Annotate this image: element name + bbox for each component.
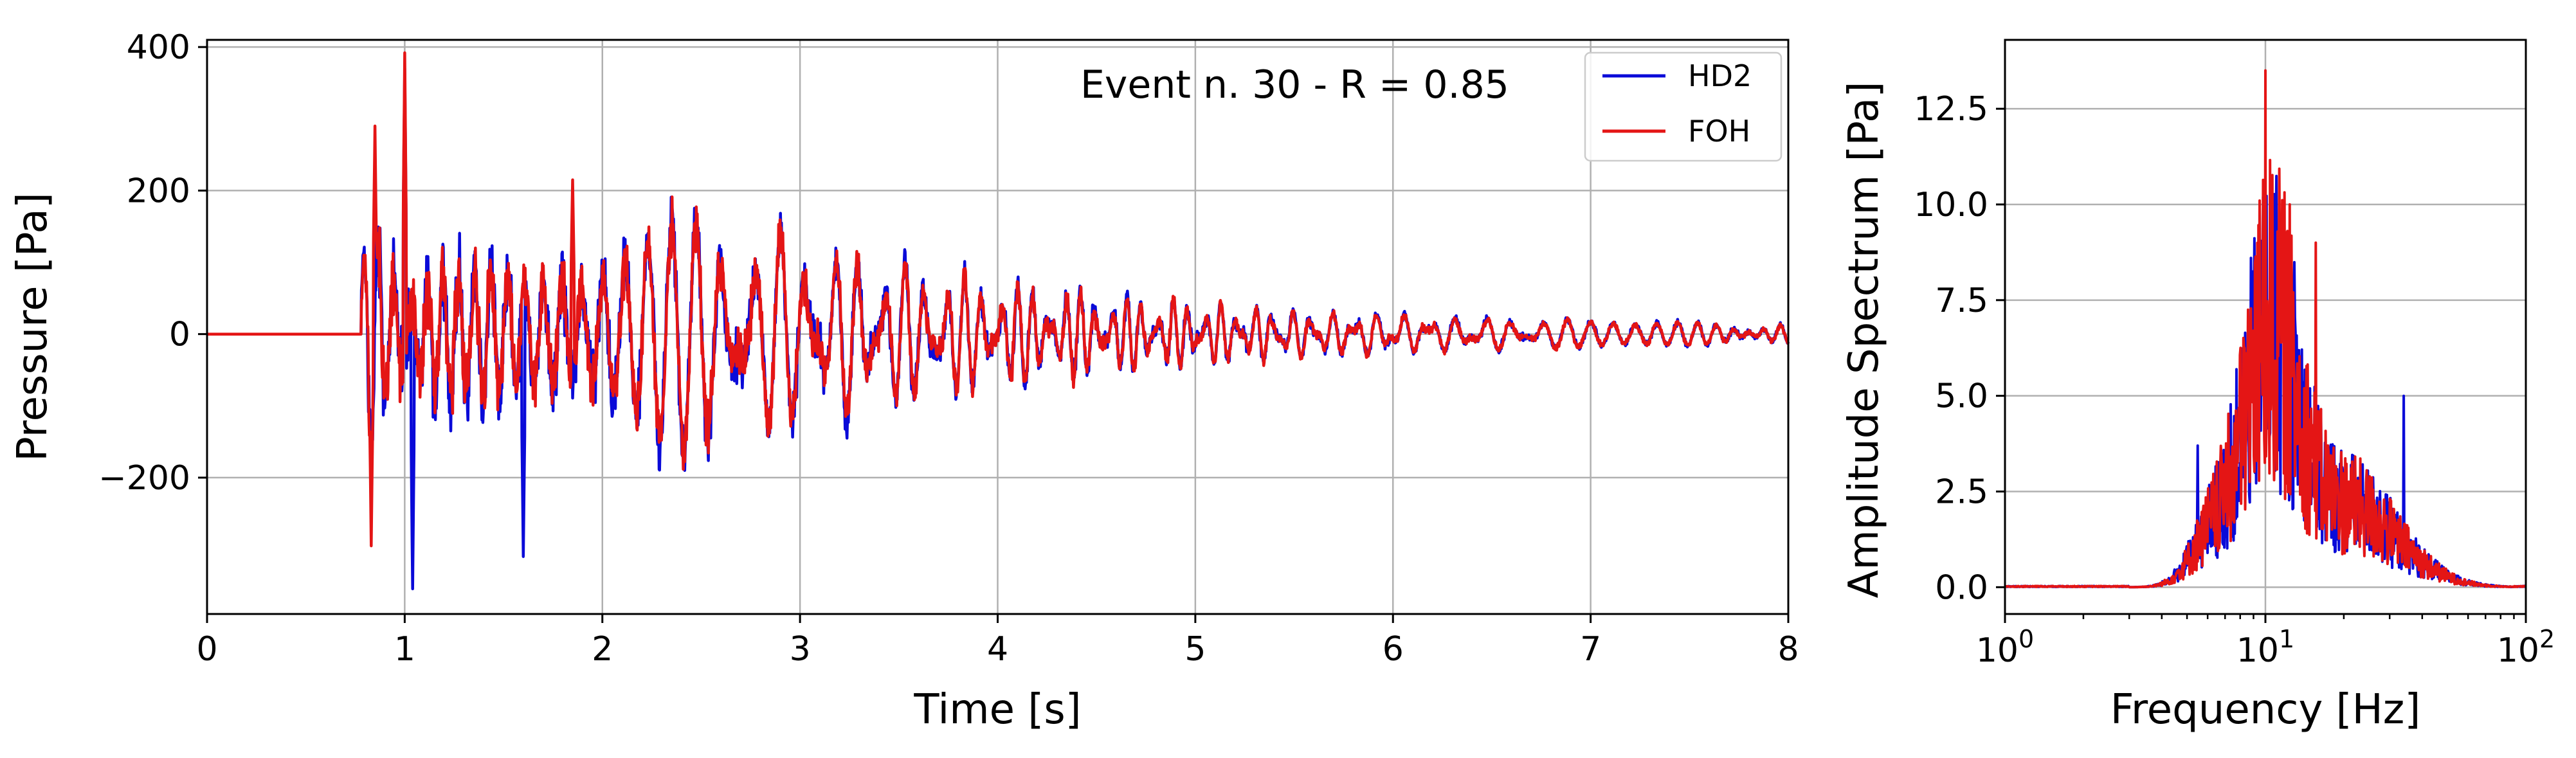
y-axis-label-amplitude-spectrum: Amplitude Spectrum [Pa] <box>1840 82 1888 599</box>
legend-label-hd2: HD2 <box>1688 59 1752 93</box>
x-tick-label: 4 <box>987 630 1008 669</box>
y-tick-label: 200 <box>127 172 190 210</box>
x-tick-label: 7 <box>1580 630 1601 669</box>
legend-label-foh: FOH <box>1688 114 1750 149</box>
y-tick-label: 5.0 <box>1935 377 1988 416</box>
x-tick-label: 101 <box>2236 625 2294 670</box>
y-axis-label-pressure: Pressure [Pa] <box>9 192 57 462</box>
time-series-y-ticks: −200 0 200 400 <box>98 28 207 498</box>
x-tick-label: 0 <box>196 630 217 669</box>
x-tick-label: 3 <box>790 630 811 669</box>
legend-box <box>1584 51 1782 162</box>
x-tick-label: 6 <box>1383 630 1404 669</box>
y-tick-label: 12.5 <box>1914 90 1988 129</box>
y-tick-label: 0 <box>169 316 190 354</box>
y-tick-label: 400 <box>127 28 190 67</box>
spectrum-y-ticks: 0.0 2.5 5.0 7.5 10.0 12.5 <box>1914 90 2005 607</box>
y-tick-label: 0.0 <box>1935 568 1988 607</box>
time-series-panel: 0 1 2 3 4 5 6 7 8 −200 0 200 400 Time [s] Pressure … <box>9 28 1799 734</box>
series-line-foh <box>206 51 1790 548</box>
spectrum-x-ticks: 100 101 102 <box>1976 614 2555 670</box>
y-tick-label: −200 <box>98 459 190 498</box>
x-axis-label-time: Time [s] <box>913 686 1081 734</box>
x-tick-label: 5 <box>1184 630 1206 669</box>
x-axis-label-frequency: Frequency [Hz] <box>2110 686 2421 734</box>
event-annotation: Event n. 30 - R = 0.85 <box>1080 62 1509 107</box>
legend: HD2 FOH <box>1584 51 1782 162</box>
x-tick-label: 1 <box>394 630 415 669</box>
time-series-lines <box>206 51 1790 591</box>
x-tick-label: 102 <box>2497 625 2555 670</box>
y-tick-label: 2.5 <box>1935 473 1988 511</box>
y-tick-label: 7.5 <box>1935 282 1988 320</box>
x-tick-label: 2 <box>592 630 613 669</box>
x-tick-label: 8 <box>1777 630 1799 669</box>
spectrum-panel: 100 101 102 0.0 2.5 5.0 7.5 10.0 12.5 Frequency… <box>1840 39 2555 734</box>
spectrum-lines <box>2004 69 2527 589</box>
spectrum-line-foh <box>2004 69 2527 589</box>
time-series-x-ticks: 0 1 2 3 4 5 6 7 8 <box>196 614 1799 669</box>
y-tick-label: 10.0 <box>1914 186 1988 224</box>
x-tick-label: 100 <box>1976 625 2034 670</box>
